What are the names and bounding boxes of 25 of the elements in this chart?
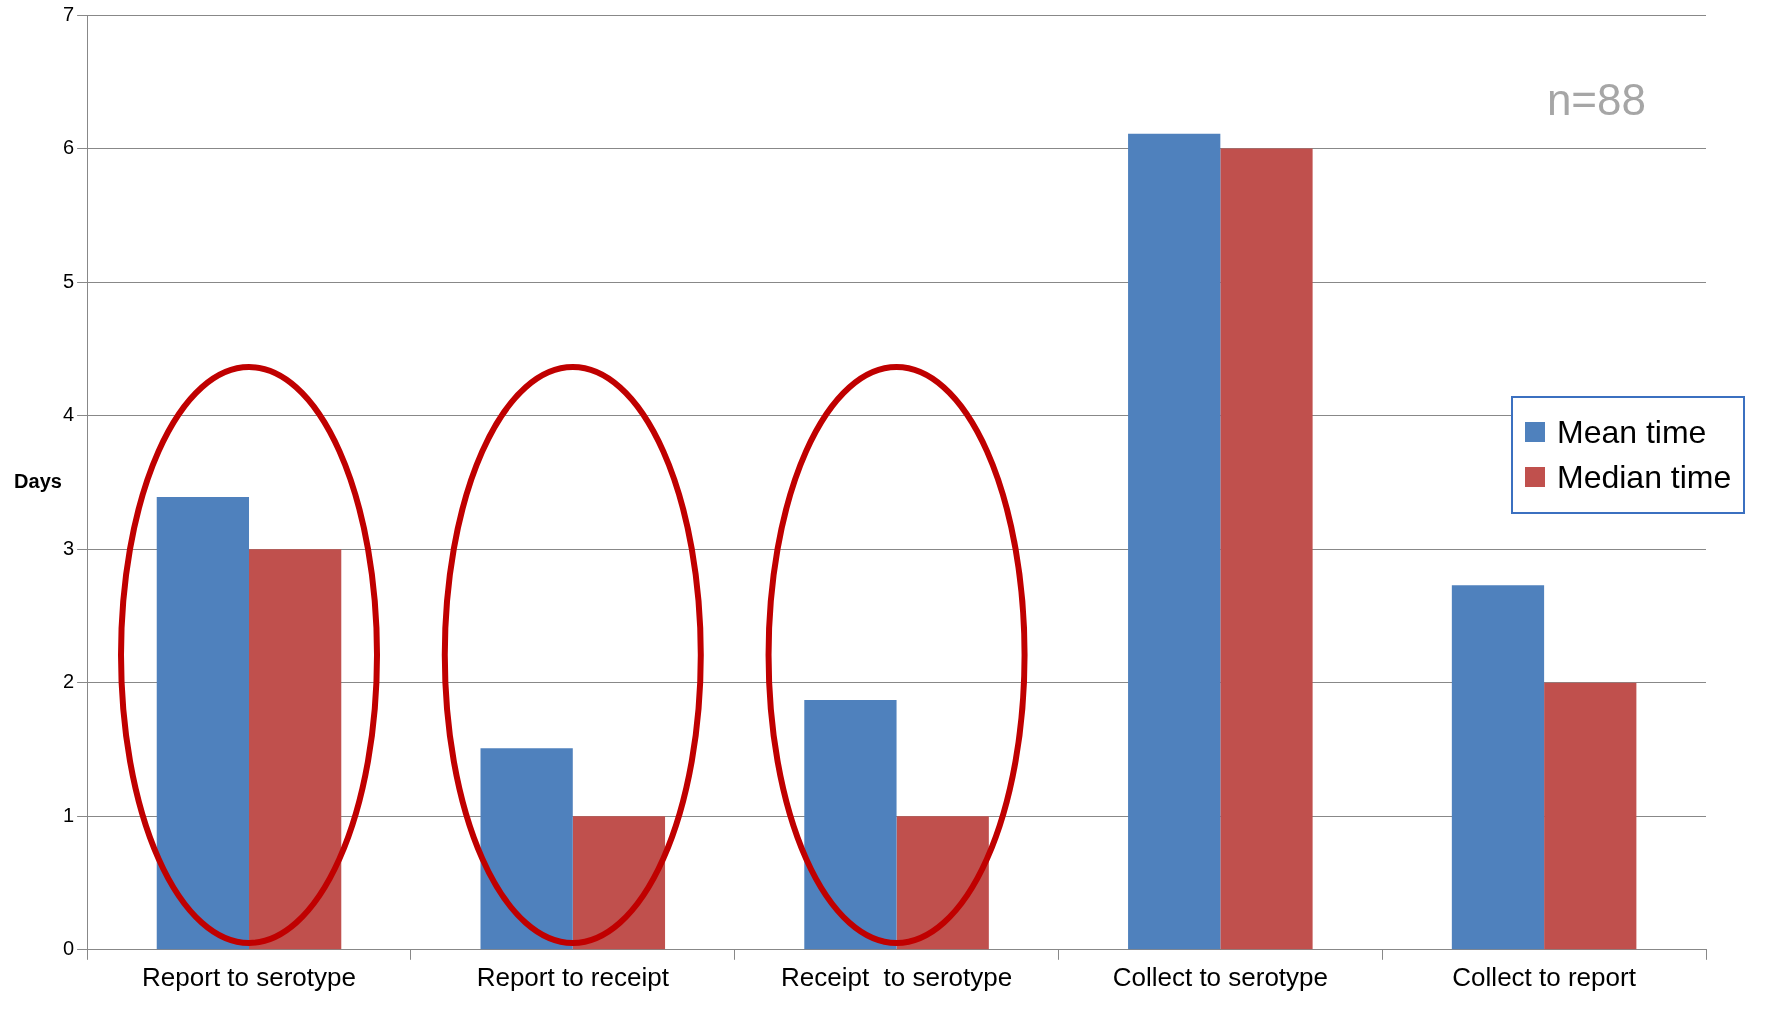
x-tick-label: Receipt to serotype	[780, 961, 1013, 992]
bar	[804, 700, 897, 950]
y-tick-label: 0	[63, 937, 75, 960]
legend-label: Median time	[1557, 458, 1732, 496]
y-tick-label: 5	[63, 269, 75, 292]
y-tick-label: 1	[63, 803, 75, 826]
bar	[1451, 585, 1545, 950]
bar	[1128, 133, 1221, 950]
y-tick-label: 3	[63, 536, 75, 559]
y-tick-label: 4	[63, 403, 75, 426]
x-tick-label: Collect to report	[1452, 961, 1637, 992]
bar	[572, 816, 666, 950]
bar	[1544, 682, 1637, 950]
annotation: n=88	[1546, 75, 1646, 125]
x-tick-label: Collect to serotype	[1112, 961, 1328, 992]
y-tick-label: 6	[63, 136, 75, 159]
bar	[1220, 148, 1313, 950]
y-axis-title: Days	[14, 469, 62, 492]
bar	[896, 816, 989, 950]
x-tick-label: Report to receipt	[476, 961, 670, 992]
y-tick-label: 2	[63, 670, 75, 693]
y-tick-label: 7	[63, 2, 75, 25]
legend-label: Mean time	[1557, 413, 1707, 451]
bar	[480, 748, 573, 950]
x-tick-label: Report to serotype	[142, 961, 356, 992]
